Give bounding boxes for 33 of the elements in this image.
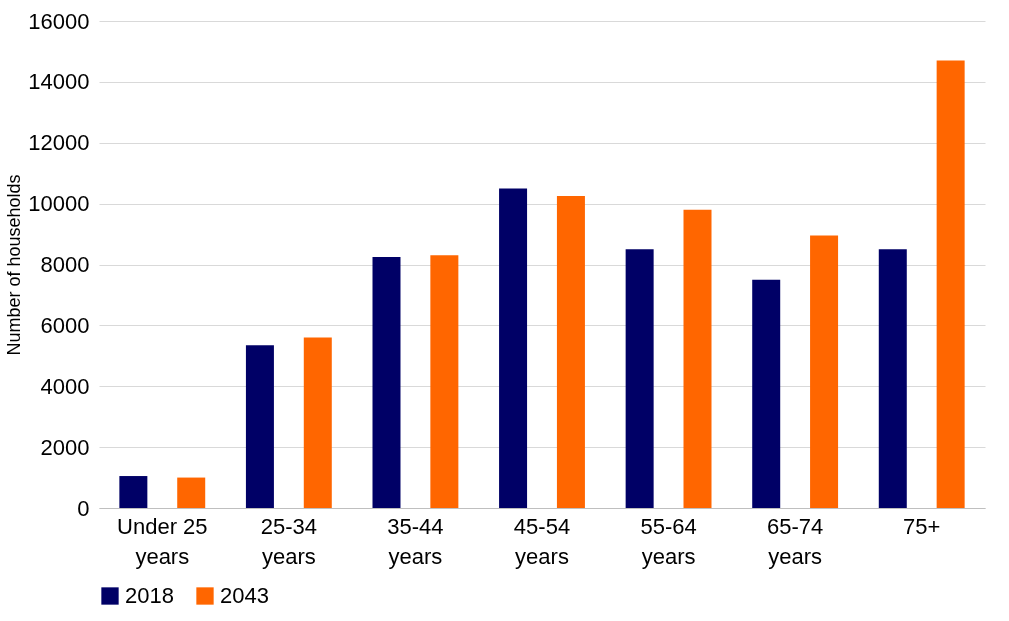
y-tick-label: 6000: [40, 312, 90, 338]
x-tick-label: Under 25 years: [117, 513, 208, 569]
y-tick-label: 8000: [40, 252, 90, 277]
bar: [177, 477, 206, 508]
bar: [119, 476, 148, 508]
x-tick-label: 55-64 years: [640, 513, 697, 569]
bar: [372, 256, 401, 508]
bar: [878, 249, 907, 508]
bar: [810, 235, 839, 508]
bar: [499, 188, 528, 508]
y-tick-label: 12000: [28, 130, 90, 156]
x-tick-label: 75+: [903, 513, 941, 539]
y-tick-label: 2000: [40, 434, 90, 460]
bar: [936, 60, 965, 508]
bar: [625, 249, 654, 508]
y-tick-label: 0: [77, 495, 90, 521]
y-tick-label: 14000: [28, 69, 90, 95]
bar: [752, 279, 781, 508]
legend-label: 2043: [220, 583, 269, 608]
bar: [303, 337, 332, 508]
y-tick-label: 4000: [40, 373, 90, 399]
bar: [683, 209, 712, 508]
legend-label: 2018: [125, 583, 174, 608]
bar: [245, 345, 274, 508]
y-tick-label: 16000: [28, 8, 90, 34]
x-tick-label: 25-34 years: [260, 513, 317, 569]
y-tick-label: 10000: [28, 191, 90, 217]
x-tick-label: 65-74 years: [767, 513, 824, 569]
bar: [430, 255, 459, 508]
y-axis-title: Number of households: [4, 174, 25, 356]
x-tick-label: 35-44 years: [387, 513, 444, 569]
x-tick-label: 45-54 years: [513, 513, 571, 569]
bar: [556, 196, 585, 508]
